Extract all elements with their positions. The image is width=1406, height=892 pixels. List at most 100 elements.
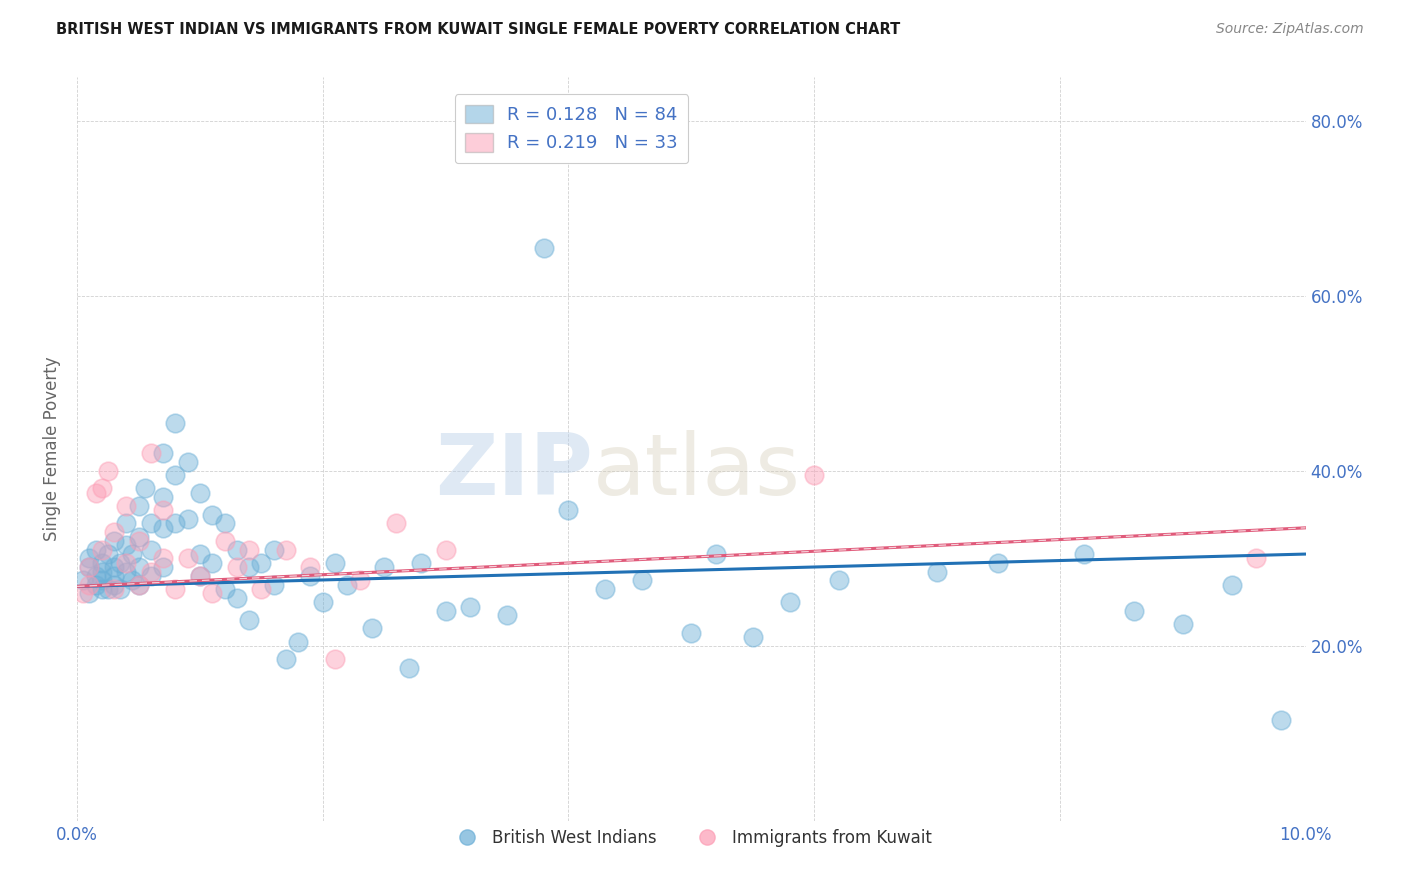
Point (214, 533, 236, 548)
Point (152, 503, 174, 517)
Text: Source: ZipAtlas.com: Source: ZipAtlas.com (1216, 22, 1364, 37)
Point (176, 455, 198, 469)
Point (103, 525, 125, 540)
Point (128, 577, 150, 591)
Point (90, 574, 112, 588)
Point (165, 516, 187, 531)
Point (115, 538, 138, 552)
Point (188, 569, 211, 583)
Point (188, 486, 211, 500)
Point (152, 490, 174, 504)
Point (97, 582, 120, 596)
Point (323, 652, 346, 666)
Point (152, 446, 174, 460)
Point (238, 613, 260, 627)
Point (84, 486, 107, 500)
Point (134, 482, 156, 496)
Point (103, 569, 125, 583)
Point (128, 533, 150, 548)
Point (139, 542, 162, 557)
Point (121, 574, 143, 588)
Point (434, 604, 457, 618)
Point (79, 586, 101, 600)
Point (1246, 551, 1268, 566)
Text: BRITISH WEST INDIAN VS IMMIGRANTS FROM KUWAIT SINGLE FEMALE POVERTY CORRELATION : BRITISH WEST INDIAN VS IMMIGRANTS FROM K… (56, 22, 900, 37)
Point (263, 542, 285, 557)
Point (165, 416, 187, 430)
Point (201, 508, 224, 522)
Point (103, 577, 125, 591)
Point (398, 661, 420, 675)
Point (90, 542, 112, 557)
Point (263, 577, 285, 591)
Point (631, 574, 654, 588)
Point (458, 599, 481, 614)
Point (312, 595, 335, 609)
Point (385, 516, 408, 531)
Text: atlas: atlas (593, 430, 801, 513)
Point (238, 560, 260, 574)
Point (274, 542, 297, 557)
Point (139, 565, 162, 579)
Point (250, 582, 273, 596)
Point (1220, 577, 1243, 591)
Point (1073, 547, 1095, 561)
Point (152, 521, 174, 535)
Point (201, 586, 224, 600)
Point (121, 547, 143, 561)
Point (299, 569, 322, 583)
Point (188, 547, 211, 561)
Point (299, 560, 322, 574)
Point (90, 556, 112, 570)
Point (115, 516, 138, 531)
Point (152, 560, 174, 574)
Point (152, 551, 174, 566)
Point (97, 547, 120, 561)
Point (103, 582, 125, 596)
Point (1171, 617, 1194, 632)
Point (128, 560, 150, 574)
Point (828, 574, 851, 588)
Text: ZIP: ZIP (436, 430, 593, 513)
Point (987, 556, 1010, 570)
Point (238, 542, 260, 557)
Point (434, 542, 457, 557)
Point (90, 565, 112, 579)
Point (79, 560, 101, 574)
Point (361, 621, 384, 635)
Point (108, 556, 131, 570)
Point (90, 582, 112, 596)
Point (139, 446, 162, 460)
Point (803, 468, 825, 483)
Point (139, 569, 162, 583)
Point (741, 630, 763, 644)
Point (595, 582, 617, 596)
Point (409, 556, 432, 570)
Point (1270, 713, 1292, 727)
Legend: British West Indians, Immigrants from Kuwait: British West Indians, Immigrants from Ku… (444, 822, 939, 854)
Point (115, 499, 138, 513)
Point (128, 530, 150, 544)
Point (925, 565, 948, 579)
Point (90, 482, 112, 496)
Point (84, 569, 107, 583)
Point (274, 652, 297, 666)
Point (97, 464, 120, 478)
Point (165, 582, 187, 596)
Point (1122, 604, 1144, 618)
Point (84, 542, 107, 557)
Point (681, 625, 703, 640)
Point (72, 586, 94, 600)
Point (128, 499, 150, 513)
Point (214, 582, 236, 596)
Point (84, 577, 107, 591)
Point (779, 595, 801, 609)
Point (72, 574, 94, 588)
Point (336, 577, 359, 591)
Point (103, 533, 125, 548)
Point (250, 556, 273, 570)
Point (79, 551, 101, 566)
Point (115, 565, 138, 579)
Point (496, 608, 519, 623)
Point (287, 634, 309, 648)
